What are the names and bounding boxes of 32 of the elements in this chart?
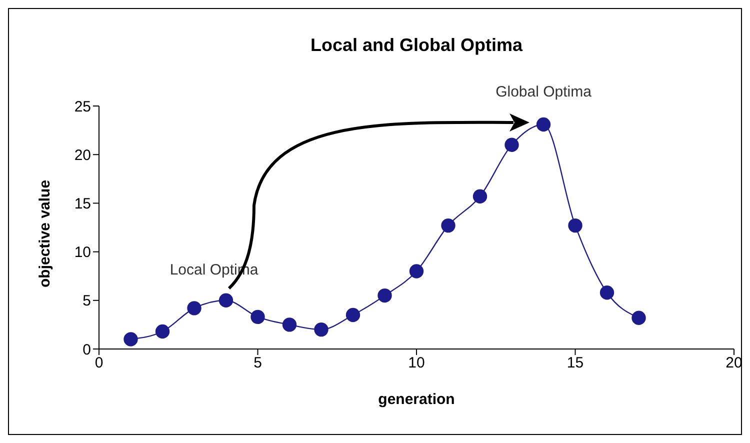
- chart-title: Local and Global Optima: [309, 35, 524, 56]
- point: [632, 310, 646, 325]
- point: [472, 189, 488, 204]
- y-tick-label: 25: [74, 98, 91, 116]
- point: [346, 308, 360, 322]
- y-tick-label: 10: [74, 244, 91, 262]
- point: [282, 318, 297, 332]
- y-tick-label: 5: [82, 292, 91, 310]
- point: [124, 332, 138, 346]
- x-tick-label: 15: [566, 354, 584, 372]
- x-tick-label: 5: [254, 354, 262, 372]
- y-tick-label: 0: [82, 341, 91, 358]
- x-axis-title: generation: [378, 391, 455, 408]
- annotation: Global Optima: [496, 83, 592, 100]
- point: [441, 218, 456, 233]
- y-axis-title: objective value: [36, 180, 54, 288]
- point: [155, 324, 170, 339]
- point: [409, 264, 424, 278]
- point: [218, 293, 234, 308]
- point: [536, 117, 551, 132]
- y-tick-label: 20: [74, 146, 91, 164]
- point: [378, 288, 392, 303]
- x-tick-label: 10: [408, 354, 425, 372]
- point: [600, 286, 614, 300]
- y-tick-label: 15: [74, 196, 91, 213]
- point: [187, 301, 202, 316]
- point: [250, 310, 265, 324]
- x-tick-label: 20: [726, 354, 742, 372]
- point: [568, 218, 582, 233]
- x-tick-label: 0: [94, 354, 104, 372]
- point: [504, 138, 519, 152]
- point: [314, 322, 328, 337]
